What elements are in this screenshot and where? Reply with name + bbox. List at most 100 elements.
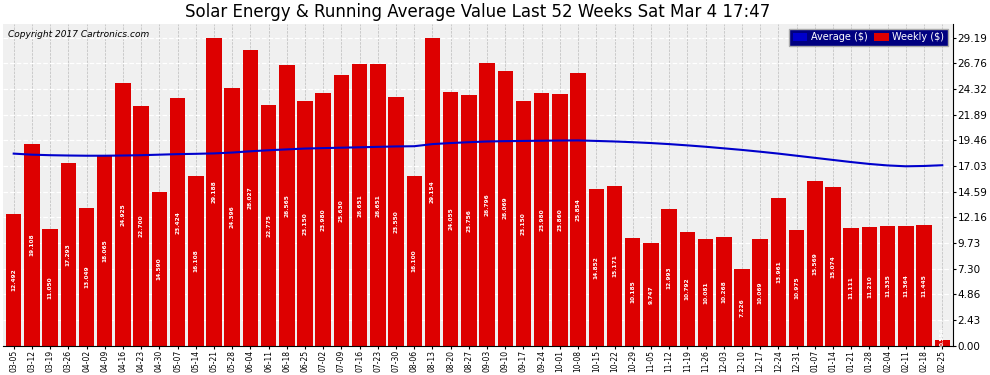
Text: 29.188: 29.188 [212, 180, 217, 203]
Bar [43, 229, 57, 346]
Bar [843, 228, 859, 346]
Text: 23.980: 23.980 [540, 208, 545, 231]
Text: 29.154: 29.154 [430, 180, 435, 203]
Bar [607, 186, 623, 346]
Bar [24, 144, 40, 346]
Bar [225, 88, 240, 346]
Bar [115, 82, 131, 346]
Text: 12.492: 12.492 [11, 268, 16, 291]
Text: 16.100: 16.100 [412, 249, 417, 272]
Bar [206, 38, 222, 346]
Text: 24.055: 24.055 [448, 207, 453, 230]
Bar [807, 182, 823, 346]
Text: 26.069: 26.069 [503, 197, 508, 219]
Bar [351, 64, 367, 346]
Title: Solar Energy & Running Average Value Last 52 Weeks Sat Mar 4 17:47: Solar Energy & Running Average Value Las… [185, 3, 770, 21]
Bar [625, 238, 641, 346]
Text: 17.293: 17.293 [65, 243, 71, 266]
Bar [752, 240, 768, 346]
Bar [461, 95, 476, 346]
Text: 26.651: 26.651 [375, 194, 380, 216]
Bar [316, 93, 331, 346]
Bar [279, 65, 295, 346]
Text: 15.074: 15.074 [831, 255, 836, 278]
Text: 9.747: 9.747 [648, 285, 653, 304]
Bar [917, 225, 932, 346]
Text: 11.111: 11.111 [848, 276, 853, 298]
Text: 0.554: 0.554 [940, 327, 944, 346]
Bar [679, 232, 695, 346]
Bar [388, 97, 404, 346]
Text: 25.630: 25.630 [339, 199, 344, 222]
Text: 28.027: 28.027 [248, 186, 252, 209]
Text: 16.108: 16.108 [193, 249, 198, 272]
Bar [134, 106, 148, 346]
Text: 23.756: 23.756 [466, 209, 471, 232]
Bar [735, 270, 749, 346]
Bar [498, 70, 513, 346]
Bar [6, 214, 22, 346]
Bar [570, 73, 586, 346]
Text: 15.171: 15.171 [612, 254, 617, 277]
Bar [716, 237, 732, 346]
Text: 26.565: 26.565 [284, 194, 289, 217]
Text: 22.775: 22.775 [266, 214, 271, 237]
Text: 11.445: 11.445 [922, 274, 927, 297]
Bar [97, 155, 113, 346]
Bar [425, 38, 441, 346]
Bar [861, 227, 877, 346]
Bar [898, 226, 914, 346]
Text: 13.961: 13.961 [776, 261, 781, 284]
Text: 11.210: 11.210 [867, 275, 872, 298]
Bar [334, 75, 349, 346]
Text: 26.651: 26.651 [357, 194, 362, 216]
Bar [880, 226, 895, 346]
Bar [826, 187, 841, 346]
Bar [935, 340, 950, 346]
Text: 23.424: 23.424 [175, 211, 180, 234]
Bar [789, 230, 804, 346]
Text: 10.975: 10.975 [794, 276, 799, 299]
Bar [698, 239, 714, 346]
Text: 25.854: 25.854 [575, 198, 580, 221]
Bar [297, 101, 313, 346]
Bar [479, 63, 495, 346]
Bar [407, 176, 422, 346]
Bar [589, 189, 604, 346]
Bar [443, 92, 458, 346]
Text: 24.925: 24.925 [121, 203, 126, 226]
Text: 7.226: 7.226 [740, 298, 744, 317]
Text: 10.185: 10.185 [631, 280, 636, 303]
Text: 13.049: 13.049 [84, 266, 89, 288]
Text: 11.364: 11.364 [903, 274, 909, 297]
Bar [170, 99, 185, 346]
Text: 15.569: 15.569 [813, 252, 818, 275]
Bar [188, 176, 204, 346]
Bar [243, 50, 258, 346]
Text: 14.590: 14.590 [156, 258, 161, 280]
Bar [770, 198, 786, 346]
Bar [60, 163, 76, 346]
Bar [534, 93, 549, 346]
Text: 19.108: 19.108 [30, 234, 35, 256]
Text: 18.065: 18.065 [102, 239, 107, 262]
Bar [370, 64, 385, 346]
Text: 26.796: 26.796 [484, 193, 490, 216]
Text: 11.050: 11.050 [48, 276, 52, 299]
Text: 23.980: 23.980 [321, 208, 326, 231]
Text: 23.150: 23.150 [521, 212, 526, 235]
Text: 22.700: 22.700 [139, 214, 144, 237]
Text: 24.396: 24.396 [230, 206, 235, 228]
Bar [552, 94, 567, 346]
Text: 14.852: 14.852 [594, 256, 599, 279]
Text: 10.081: 10.081 [703, 281, 708, 304]
Legend: Average ($), Weekly ($): Average ($), Weekly ($) [789, 28, 948, 46]
Bar [151, 192, 167, 346]
Bar [516, 101, 532, 346]
Text: 10.268: 10.268 [722, 280, 727, 303]
Bar [661, 209, 677, 346]
Bar [644, 243, 658, 346]
Bar [79, 208, 94, 346]
Text: Copyright 2017 Cartronics.com: Copyright 2017 Cartronics.com [8, 30, 148, 39]
Text: 10.792: 10.792 [685, 278, 690, 300]
